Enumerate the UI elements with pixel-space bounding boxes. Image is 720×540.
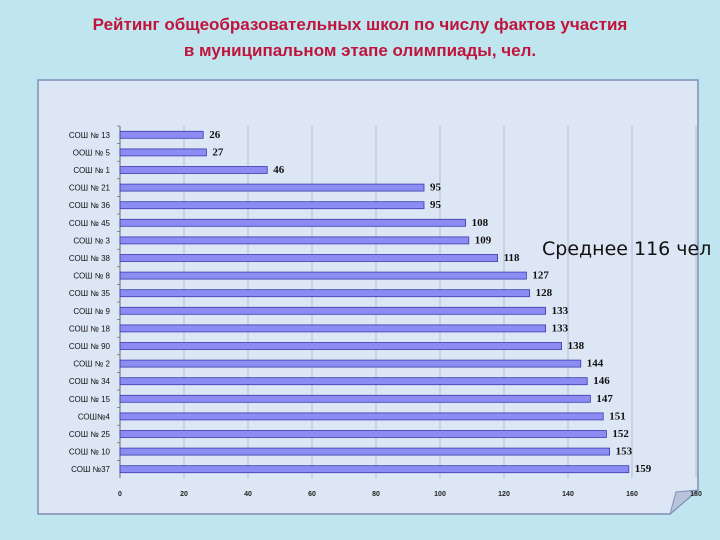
category-label: СОШ № 8 bbox=[73, 272, 110, 281]
data-label: 95 bbox=[430, 199, 442, 211]
category-label: СОШ № 34 bbox=[69, 377, 111, 386]
bar bbox=[119, 236, 470, 245]
data-label: 127 bbox=[532, 270, 549, 282]
category-label: СОШ №37 bbox=[71, 465, 110, 474]
x-tick-label: 180 bbox=[690, 491, 702, 498]
chart-title-line-2: в муниципальном этапе олимпиады, чел. bbox=[183, 41, 537, 60]
data-label: 159 bbox=[635, 463, 652, 475]
x-tick-label: 0 bbox=[118, 491, 122, 498]
chart-title-line-1: Рейтинг общеобразовательных школ по числ… bbox=[92, 15, 628, 34]
bar bbox=[119, 130, 204, 139]
bar bbox=[119, 271, 527, 280]
data-label: 95 bbox=[430, 182, 442, 194]
data-label: 144 bbox=[587, 358, 604, 370]
bar bbox=[119, 148, 207, 157]
category-label: СОШ № 2 bbox=[73, 360, 110, 369]
x-tick-label: 120 bbox=[498, 491, 510, 498]
x-tick-label: 100 bbox=[434, 491, 446, 498]
category-label: СОШ № 1 bbox=[73, 166, 110, 175]
data-label: 147 bbox=[596, 393, 613, 405]
x-tick-label: 160 bbox=[626, 491, 638, 498]
bar bbox=[119, 324, 547, 333]
category-label: СОШ № 35 bbox=[69, 289, 111, 298]
data-label: 133 bbox=[552, 305, 569, 317]
bar bbox=[119, 166, 268, 174]
bar bbox=[119, 394, 591, 403]
data-label: 151 bbox=[609, 410, 626, 422]
category-label: СОШ№4 bbox=[78, 412, 111, 421]
bar bbox=[119, 430, 607, 438]
bar bbox=[119, 218, 467, 227]
category-label: СОШ № 9 bbox=[73, 307, 110, 316]
category-label: СОШ № 45 bbox=[69, 219, 111, 228]
data-label: 46 bbox=[273, 164, 285, 176]
category-label: СОШ № 90 bbox=[69, 342, 111, 351]
data-label: 108 bbox=[472, 217, 489, 229]
data-label: 27 bbox=[212, 146, 224, 158]
bar bbox=[119, 306, 547, 315]
bar bbox=[119, 412, 604, 421]
bar bbox=[119, 377, 588, 386]
data-label: 26 bbox=[209, 129, 221, 141]
bar bbox=[119, 447, 611, 456]
data-label: 118 bbox=[504, 252, 520, 264]
data-label: 152 bbox=[612, 428, 629, 440]
bar bbox=[119, 359, 582, 368]
category-label: СОШ № 38 bbox=[69, 254, 111, 263]
data-label: 146 bbox=[593, 375, 610, 387]
bar bbox=[119, 465, 630, 474]
data-label: 138 bbox=[568, 340, 585, 352]
x-tick-label: 20 bbox=[180, 491, 188, 498]
mean-annotation: Среднее 116 чел bbox=[542, 238, 712, 260]
data-label: 133 bbox=[552, 322, 569, 334]
page-curl bbox=[669, 489, 700, 516]
x-tick-label: 140 bbox=[562, 491, 574, 498]
bar-chart: 0 20 40 60 80 100 120 140 160 180 СОШ № 13 26 ООШ № … bbox=[37, 79, 702, 516]
category-label: СОШ № 15 bbox=[69, 395, 111, 404]
data-label: 128 bbox=[536, 287, 553, 299]
x-tick-label: 60 bbox=[308, 491, 316, 498]
category-label: СОШ № 25 bbox=[69, 430, 111, 439]
category-label: СОШ № 13 bbox=[69, 131, 111, 140]
bar bbox=[119, 342, 563, 350]
chart-panel: 0 20 40 60 80 100 120 140 160 180 СОШ № 13 26 ООШ № … bbox=[36, 78, 711, 518]
data-label: 153 bbox=[616, 446, 633, 458]
x-tick-label: 80 bbox=[372, 491, 380, 498]
bar bbox=[119, 254, 499, 262]
category-label: СОШ № 10 bbox=[69, 448, 111, 457]
chart-title: Рейтинг общеобразовательных школ по числ… bbox=[0, 12, 720, 64]
category-label: СОШ № 36 bbox=[69, 201, 111, 210]
bar bbox=[119, 289, 531, 298]
data-label: 109 bbox=[475, 234, 492, 246]
category-label: СОШ № 3 bbox=[73, 236, 110, 245]
bar bbox=[119, 183, 425, 192]
x-tick-label: 40 bbox=[244, 491, 252, 498]
category-label: СОШ № 21 bbox=[69, 184, 111, 193]
category-label: ООШ № 5 bbox=[73, 148, 111, 157]
bar bbox=[119, 201, 425, 210]
category-label: СОШ № 18 bbox=[69, 324, 111, 333]
